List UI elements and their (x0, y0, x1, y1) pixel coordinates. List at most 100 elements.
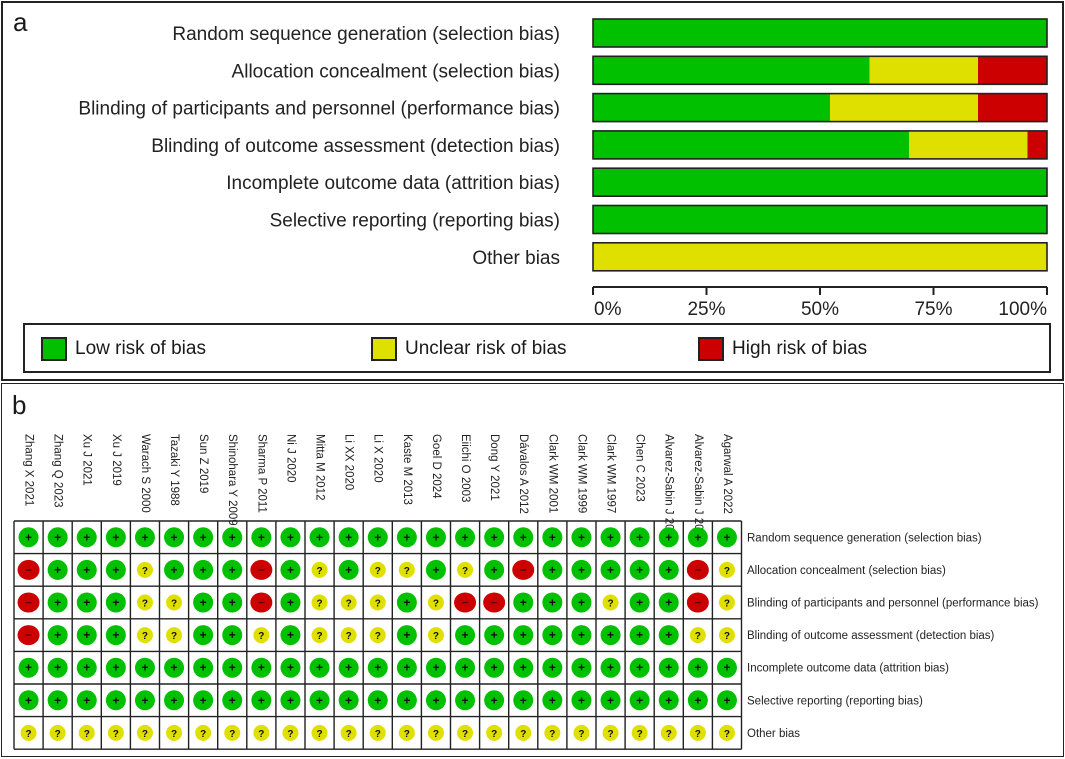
judgement-unclear: ? (311, 594, 328, 611)
judgement-low: + (455, 690, 476, 711)
judgement-low: + (629, 559, 650, 580)
judgement-low: + (193, 690, 214, 711)
judgement-low: + (280, 690, 301, 711)
judgement-low: + (425, 527, 446, 548)
judgement-low: + (105, 559, 126, 580)
judgement-symbol (513, 625, 534, 646)
judgement-glyph: + (694, 530, 701, 544)
judgement-glyph: + (112, 661, 119, 675)
judgement-glyph: ? (346, 631, 352, 642)
judgement-glyph: + (171, 530, 178, 544)
judgement-glyph: + (316, 661, 323, 675)
judgement-glyph: + (112, 530, 119, 544)
judgement-glyph: + (636, 563, 643, 577)
panel-a-risk-of-bias-graph: a Random sequence generation (selection … (1, 1, 1064, 381)
judgement-glyph: ? (142, 729, 148, 740)
x-tick-label: 50% (801, 299, 839, 320)
judgement-high: − (512, 559, 535, 580)
judgement-glyph: + (229, 693, 236, 707)
judgement-glyph: + (432, 530, 439, 544)
judgement-symbol (280, 690, 301, 711)
judgement-unclear: ? (166, 627, 183, 644)
judgement-low: + (47, 690, 68, 711)
judgement-unclear: ? (107, 724, 124, 741)
judgement-low: + (76, 559, 97, 580)
judgement-symbol (367, 657, 388, 678)
study-label: Zhang X 2021 (23, 434, 35, 506)
judgement-symbol (76, 657, 97, 678)
judgement-symbol (136, 724, 153, 741)
judgement-low: + (425, 559, 446, 580)
legend-item-unclear: Unclear risk of bias (371, 335, 567, 363)
judgement-glyph: + (25, 530, 32, 544)
judgement-glyph: ? (84, 729, 90, 740)
judgement-symbol (631, 724, 648, 741)
judgement-unclear: ? (136, 561, 153, 578)
judgement-glyph: + (636, 693, 643, 707)
judgement-low: + (105, 527, 126, 548)
judgement-unclear: ? (78, 724, 95, 741)
judgement-symbol (484, 690, 505, 711)
judgement-low: + (18, 657, 39, 678)
study-label: Dávalos A 2012 (517, 434, 529, 514)
judgement-glyph: − (520, 563, 527, 577)
legend-label-high: High risk of bias (732, 338, 868, 359)
judgement-symbol (164, 657, 185, 678)
judgement-symbol (600, 690, 621, 711)
judgement-glyph: + (229, 628, 236, 642)
x-tick-label: 75% (914, 299, 952, 320)
judgement-symbol (629, 559, 650, 580)
judgement-unclear: ? (573, 724, 590, 741)
judgement-symbol (629, 625, 650, 646)
judgement-glyph: + (200, 530, 207, 544)
judgement-symbol (18, 690, 39, 711)
judgement-glyph: + (54, 693, 61, 707)
judgement-symbol (367, 527, 388, 548)
judgement-low: + (222, 657, 243, 678)
judgement-unclear: ? (689, 724, 706, 741)
bar-outline (592, 92, 1048, 123)
judgement-glyph: + (578, 563, 585, 577)
judgement-glyph: + (462, 693, 469, 707)
study-label: Ni J 2020 (284, 434, 296, 483)
judgement-low: + (280, 657, 301, 678)
judgement-glyph: ? (113, 729, 119, 740)
judgement-glyph: + (171, 661, 178, 675)
study-label: Sun Z 2019 (197, 434, 209, 493)
judgement-symbol (513, 690, 534, 711)
judgement-low: + (455, 527, 476, 548)
judgement-symbol (193, 625, 214, 646)
judgement-symbol (396, 625, 417, 646)
judgement-high: − (250, 559, 273, 580)
judgement-low: + (658, 657, 679, 678)
judgement-symbol (486, 724, 503, 741)
judgement-unclear: ? (136, 724, 153, 741)
bar-segment (869, 56, 978, 85)
judgement-glyph: + (607, 563, 614, 577)
judgement-unclear: ? (427, 724, 444, 741)
judgement-high: − (250, 592, 273, 613)
judgement-glyph: ? (520, 729, 526, 740)
judgement-unclear: ? (602, 724, 619, 741)
judgement-symbol (76, 592, 97, 613)
study-label: Goel D 2024 (430, 434, 442, 499)
bar-segment (829, 93, 978, 122)
judgement-glyph: + (665, 530, 672, 544)
judgement-low: + (455, 657, 476, 678)
judgement-glyph: + (83, 628, 90, 642)
judgement-glyph: + (578, 596, 585, 610)
judgement-symbol (658, 592, 679, 613)
judgement-symbol (166, 724, 183, 741)
legend-swatch-low (41, 337, 67, 361)
judgement-unclear: ? (282, 724, 299, 741)
stacked-bar-chart: Random sequence generation (selection bi… (78, 18, 1048, 320)
judgement-symbol (20, 724, 37, 741)
judgement-low: + (193, 559, 214, 580)
study-label: Clark WM 1999 (575, 434, 587, 513)
judgement-symbol (105, 527, 126, 548)
judgement-glyph: + (141, 693, 148, 707)
judgement-symbol (571, 625, 592, 646)
judgement-symbol (222, 592, 243, 613)
judgement-symbol (222, 690, 243, 711)
judgement-glyph: ? (724, 599, 730, 610)
